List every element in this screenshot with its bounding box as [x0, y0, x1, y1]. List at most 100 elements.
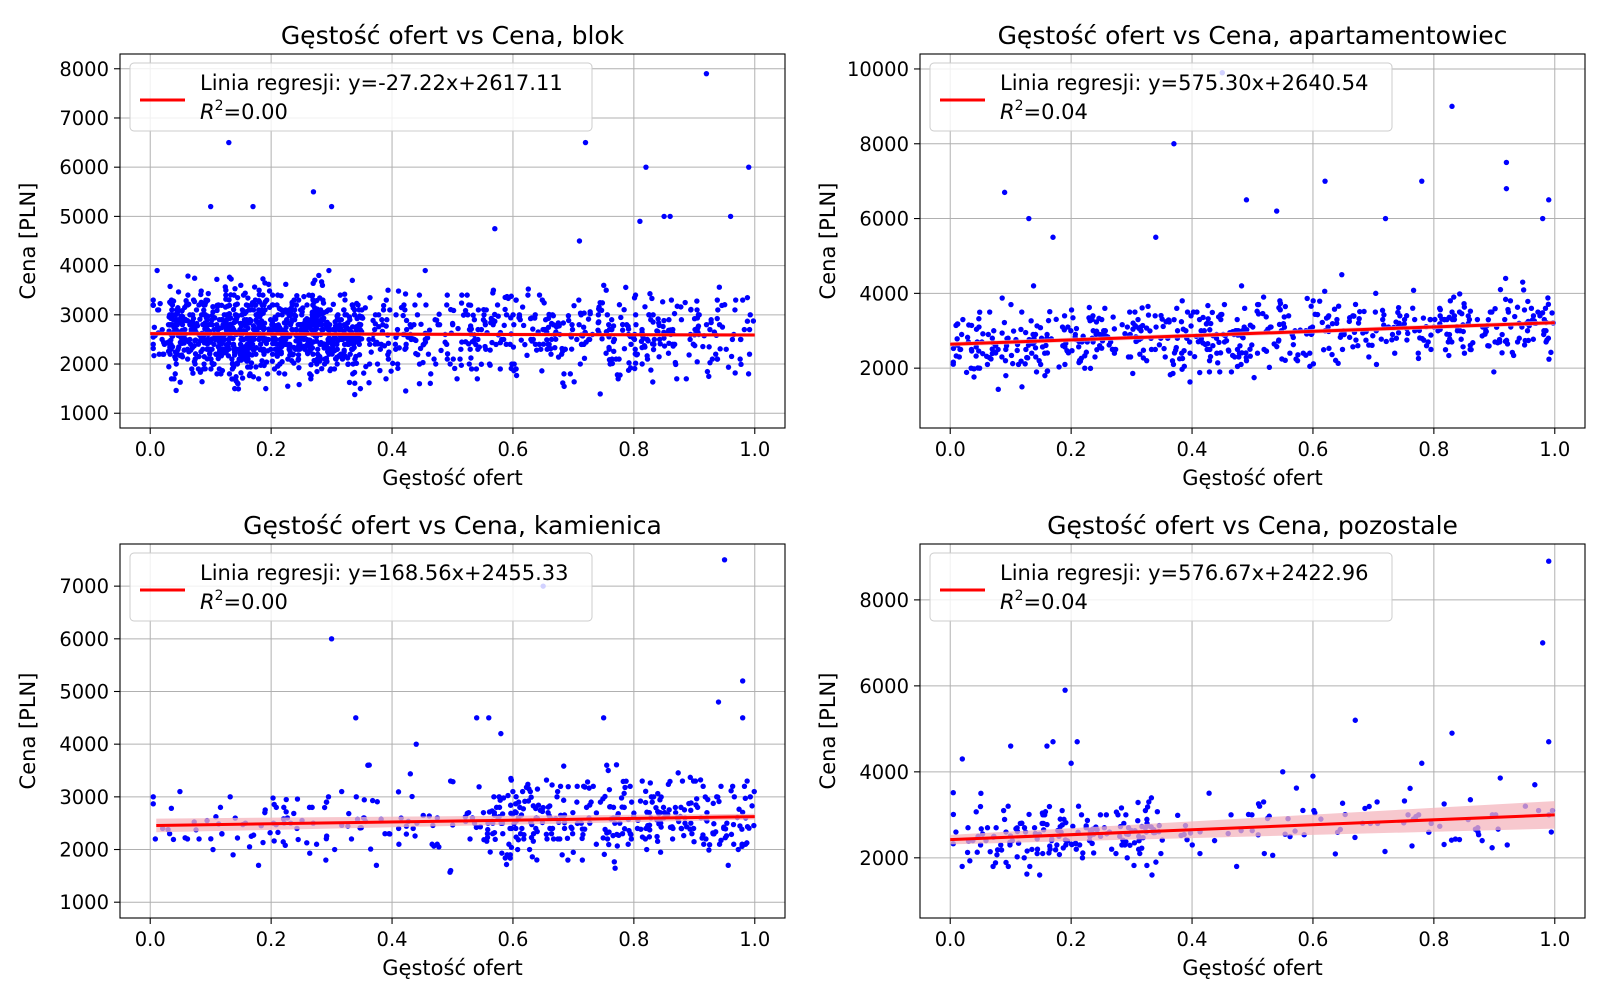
data-point — [457, 356, 463, 362]
data-point — [1237, 343, 1243, 349]
data-point — [339, 336, 346, 343]
data-point — [1017, 820, 1024, 827]
data-point — [226, 297, 232, 303]
data-point — [1170, 370, 1176, 377]
data-point — [721, 825, 727, 832]
data-point — [1187, 350, 1193, 356]
data-point — [732, 370, 738, 376]
data-point — [402, 307, 408, 313]
data-point — [1187, 379, 1193, 385]
data-point — [666, 807, 672, 813]
data-point — [1395, 304, 1402, 311]
data-point — [1214, 350, 1220, 356]
data-point — [1238, 361, 1244, 368]
data-point — [1261, 346, 1267, 353]
data-point — [739, 841, 746, 848]
data-point — [544, 346, 550, 352]
data-point — [427, 380, 434, 387]
data-point — [1326, 345, 1332, 352]
data-point — [628, 799, 635, 805]
data-point — [260, 276, 266, 282]
data-point — [232, 285, 238, 292]
data-point — [1451, 316, 1458, 323]
data-point — [482, 321, 489, 328]
chart-panel-1: 0.0 0.2 0.4 0.6 0.8 1.01000200030004000500060… — [16, 21, 786, 490]
data-point — [586, 336, 593, 343]
data-point — [152, 836, 159, 842]
data-point — [264, 297, 270, 303]
data-point — [296, 364, 302, 371]
data-point — [964, 849, 971, 856]
data-point — [631, 336, 638, 343]
data-point — [314, 368, 320, 375]
data-point — [548, 336, 555, 343]
data-point — [409, 336, 416, 342]
data-point — [342, 297, 348, 303]
y-tick-label: 2000 — [859, 357, 909, 380]
data-point — [582, 139, 589, 146]
data-point — [222, 320, 229, 327]
data-point — [644, 846, 650, 853]
data-point — [650, 379, 656, 385]
data-point — [490, 290, 496, 296]
data-point — [1350, 344, 1356, 350]
data-point — [999, 295, 1005, 301]
data-point — [1005, 863, 1012, 870]
data-point — [267, 830, 273, 836]
data-point — [570, 809, 576, 816]
data-point — [751, 788, 757, 795]
data-point — [667, 213, 673, 220]
data-point — [311, 305, 318, 311]
data-point — [432, 317, 438, 323]
data-point — [1047, 846, 1053, 852]
axes-frame — [919, 53, 1586, 429]
data-point — [533, 825, 539, 832]
data-point — [1546, 558, 1552, 564]
data-point — [672, 809, 679, 816]
data-point — [1277, 307, 1283, 313]
data-point — [643, 164, 649, 170]
data-point — [383, 376, 389, 382]
r-superscript: 2 — [215, 588, 224, 604]
data-point — [505, 792, 511, 799]
data-point — [256, 291, 263, 298]
data-point — [994, 852, 1000, 858]
data-point — [1467, 797, 1474, 803]
data-point — [1029, 350, 1035, 356]
data-point — [367, 341, 373, 348]
data-point — [1076, 344, 1082, 350]
data-point — [255, 862, 262, 869]
data-point — [210, 846, 216, 853]
data-point — [273, 336, 279, 343]
data-point — [214, 307, 220, 314]
data-point — [541, 326, 547, 333]
r-superscript: 2 — [1015, 588, 1024, 604]
data-point — [1008, 301, 1014, 308]
data-point — [626, 827, 632, 834]
data-point — [977, 803, 984, 810]
data-point — [326, 351, 332, 357]
data-point — [679, 778, 686, 784]
data-point — [392, 346, 399, 352]
data-point — [574, 783, 580, 790]
data-point — [381, 343, 388, 349]
data-point — [192, 361, 198, 367]
x-tick-label: 1.0 — [739, 438, 770, 461]
data-point — [746, 326, 753, 333]
legend-box — [129, 62, 593, 132]
data-point — [639, 361, 645, 367]
data-point — [409, 793, 415, 800]
r-squared-value: =0.00 — [224, 590, 288, 614]
data-point — [331, 348, 338, 354]
data-point — [650, 312, 656, 318]
data-point — [693, 796, 700, 802]
data-point — [671, 310, 678, 317]
data-point — [1204, 320, 1210, 326]
data-point — [604, 836, 611, 842]
data-point — [659, 299, 666, 305]
data-point — [199, 379, 205, 385]
data-point — [1211, 837, 1218, 844]
y-tick-label: 4000 — [59, 255, 109, 278]
data-point — [452, 365, 458, 372]
data-point — [346, 341, 352, 348]
